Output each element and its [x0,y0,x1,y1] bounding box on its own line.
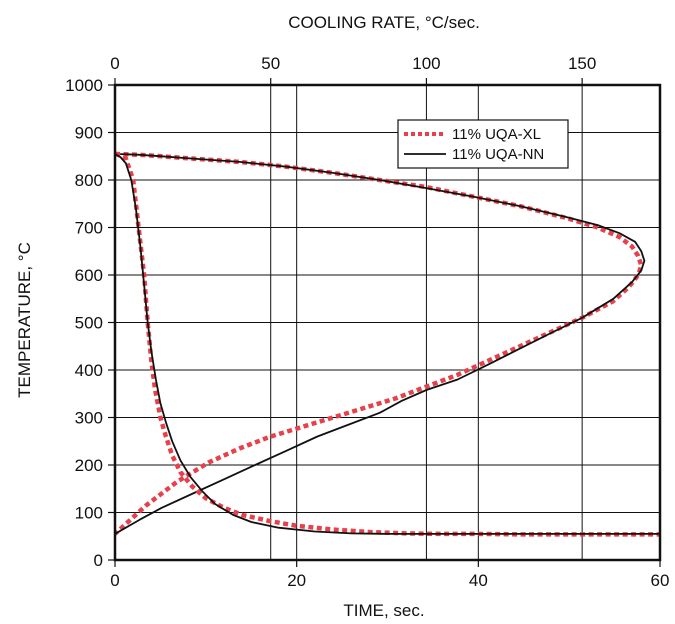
legend: 11% UQA-XL 11% UQA-NN [397,119,569,169]
y-tick-label: 700 [75,219,103,238]
series-uqa-xl-time-line [114,151,660,537]
y-tick-label: 1000 [65,76,103,95]
y-tick-label: 800 [75,171,103,190]
x2-tick-label: 150 [568,54,596,73]
y-tick-label: 0 [94,551,103,570]
y-axis-title: TEMPERATURE, °C [15,242,34,398]
y-tick-label: 100 [75,504,103,523]
grid-lines [114,84,661,561]
y-tick-label: 300 [75,409,103,428]
y-tick-label: 900 [75,124,103,143]
top-axis-title: COOLING RATE, °C/sec. [288,13,480,32]
y-tick-label: 200 [75,456,103,475]
series-uqa-nn-time-line [114,153,660,535]
x-tick-label: 0 [110,571,119,590]
bottom-axis-title: TIME, sec. [343,601,424,620]
series-uqa-nn-cooling-rate-line [114,153,646,535]
x-tick-label: 40 [469,571,488,590]
x-tick-label: 20 [287,571,306,590]
series-uqa-xl-cooling-rate-line [113,151,644,536]
tick-marks [108,78,661,567]
x2-tick-label: 50 [261,54,280,73]
legend-label-nn: 11% UQA-NN [452,146,544,163]
y-tick-label: 600 [75,266,103,285]
y-tick-label: 400 [75,361,103,380]
x-tick-label: 60 [651,571,670,590]
legend-label-xl: 11% UQA-XL [452,126,541,143]
legend-box [397,119,569,169]
series-layer [113,151,660,537]
x2-tick-label: 0 [110,54,119,73]
x2-tick-label: 100 [412,54,440,73]
y-tick-label: 500 [75,314,103,333]
